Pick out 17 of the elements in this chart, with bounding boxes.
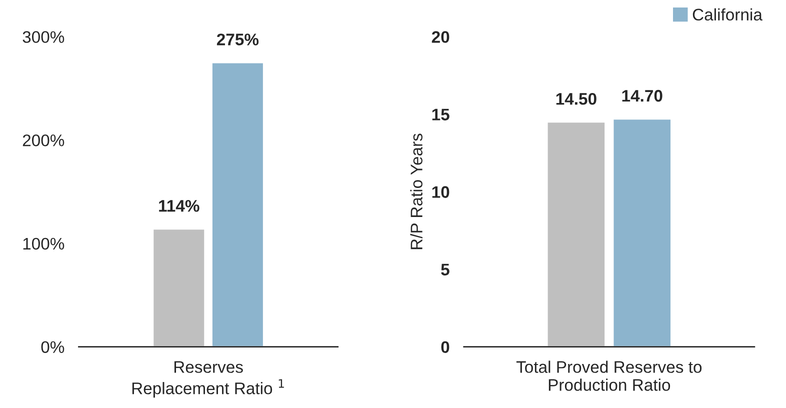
y-axis-title: R/P Ratio Years	[410, 134, 422, 250]
y-tick-label: 10	[432, 186, 450, 198]
y-tick-label: 300%	[22, 31, 64, 43]
data-label: 14.50	[556, 93, 596, 105]
y-tick-label: 0	[441, 341, 450, 354]
y-tick-label: 5	[441, 264, 450, 276]
data-label: 114%	[159, 200, 200, 212]
y-tick-label: 100%	[23, 238, 64, 250]
y-tick-label: 0%	[41, 341, 64, 354]
x-tick-label: Total Proved Reserves to Production Ratio	[516, 360, 702, 391]
data-label: 275%	[216, 34, 259, 46]
x-tick-label: Reserves Replacement Ratio $^{1}$	[132, 361, 284, 398]
y-tick-label: 15	[432, 108, 450, 120]
data-label: 14.70	[622, 90, 662, 102]
y-tick-label: 20	[432, 31, 450, 43]
legend-label: California	[692, 8, 762, 21]
y-tick-label: 200%	[22, 134, 64, 146]
